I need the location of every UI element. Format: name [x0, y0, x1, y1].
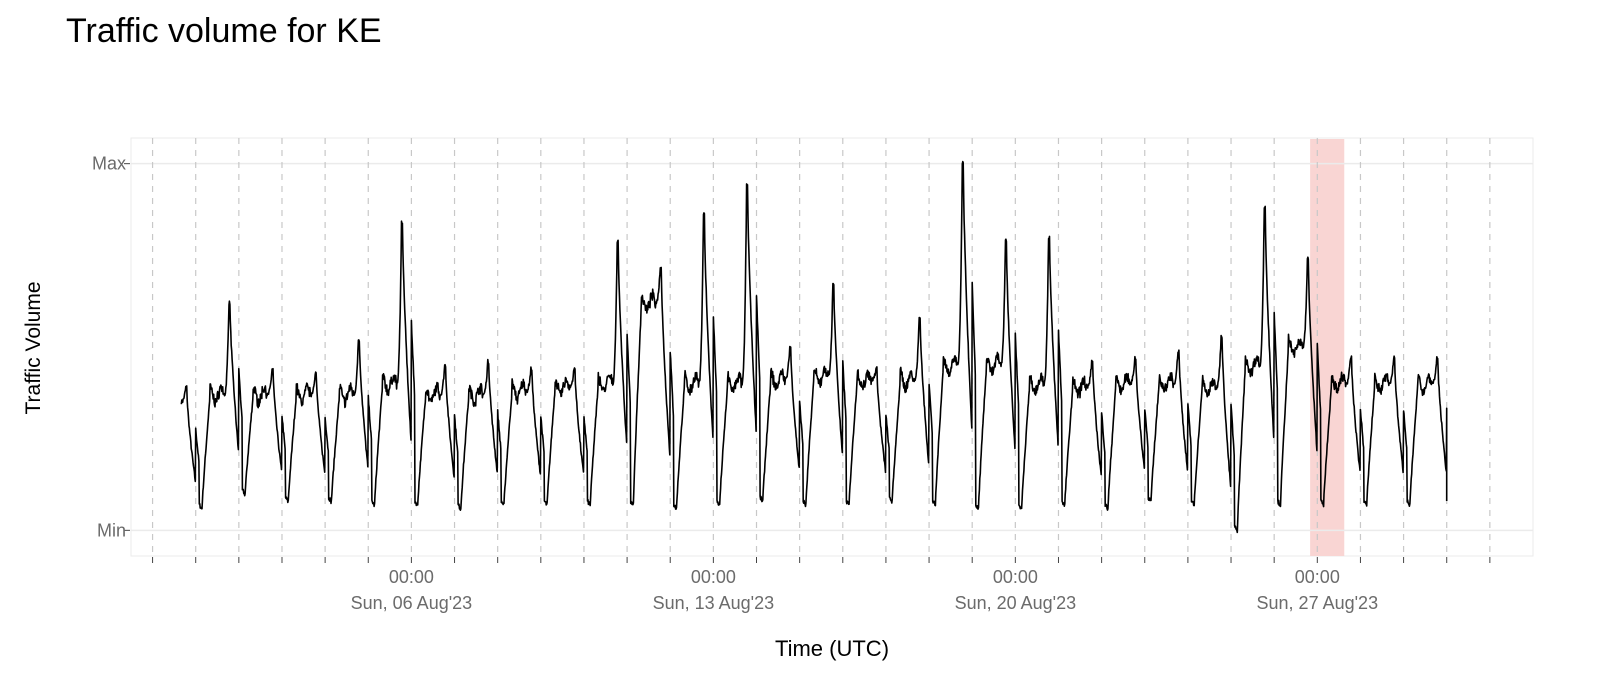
x-tick-label-time: 00:00	[691, 567, 736, 587]
x-tick-label-date: Sun, 27 Aug'23	[1257, 593, 1379, 613]
x-tick-label-date: Sun, 13 Aug'23	[653, 593, 775, 613]
x-tick-label-date: Sun, 06 Aug'23	[351, 593, 473, 613]
traffic-series-line	[180, 160, 1448, 534]
x-axis-label: Time (UTC)	[774, 636, 890, 661]
y-tick-label: Min	[97, 520, 126, 540]
x-tick-label-time: 00:00	[993, 567, 1038, 587]
x-tick-label-time: 00:00	[1295, 567, 1340, 587]
chart-title: Traffic volume for KE	[66, 12, 382, 50]
x-tick-label-date: Sun, 20 Aug'23	[955, 593, 1077, 613]
plot-panel	[130, 137, 1534, 557]
y-tick-label: Max	[92, 154, 126, 174]
x-tick-label-time: 00:00	[389, 567, 434, 587]
highlight-window	[1310, 139, 1345, 556]
